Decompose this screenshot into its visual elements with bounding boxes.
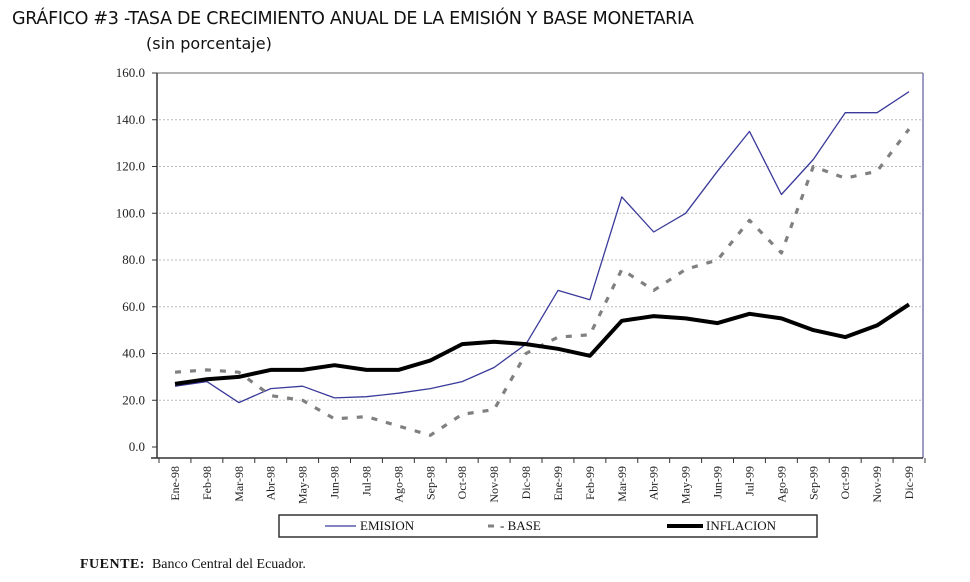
series-line-emision <box>174 91 910 404</box>
gridlines <box>159 119 921 401</box>
x-tick-label: Oct-99 <box>838 466 852 499</box>
x-tick-label: Mar-98 <box>232 466 246 502</box>
source-label: FUENTE: <box>80 557 145 572</box>
source-text: Banco Central del Ecuador. <box>151 557 306 572</box>
x-tick-label: Feb-98 <box>200 466 214 500</box>
legend-label-base: - BASE <box>500 518 541 533</box>
y-tick-label: 20.0 <box>122 392 145 407</box>
x-tick-label: Abr-99 <box>647 466 661 500</box>
axes <box>151 72 924 459</box>
y-axis-ticks: 0.0 20.0 40.0 60.0 80.0 100.0 120.0 140.0 160.0 <box>116 65 157 454</box>
x-axis-ticks: Ene-98 Feb-98 Mar-98 Abr-98 May-98 Jun-98 Jul-… <box>158 458 926 504</box>
x-tick-label: May-98 <box>296 466 310 504</box>
x-tick-label: Jun-98 <box>328 466 342 499</box>
x-tick-label: Abr-98 <box>264 466 278 500</box>
y-tick-label: 60.0 <box>122 299 145 314</box>
y-tick-label: 40.0 <box>122 346 145 361</box>
series-lines <box>174 91 911 437</box>
legend-label-inflacion: INFLACION <box>706 518 777 533</box>
x-tick-label: Sep-99 <box>806 466 820 500</box>
y-tick-label: 160.0 <box>116 65 145 80</box>
x-tick-label: Nov-98 <box>487 466 501 503</box>
legend: EMISION - BASE INFLACION <box>278 514 818 538</box>
y-tick-label: 120.0 <box>116 159 145 174</box>
x-tick-label: Oct-98 <box>455 466 469 499</box>
chart-title: GRÁFICO #3 -TASA DE CRECIMIENTO ANUAL DE… <box>12 9 694 29</box>
x-tick-label: May-99 <box>679 466 693 504</box>
x-tick-label: Jul-98 <box>359 466 373 496</box>
x-tick-label: Jun-99 <box>711 466 725 499</box>
x-tick-label: Ago-98 <box>391 466 405 503</box>
y-tick-label: 140.0 <box>116 112 145 127</box>
x-tick-label: Dic-99 <box>902 466 916 499</box>
x-tick-label: Nov-99 <box>870 466 884 503</box>
x-tick-label: Sep-98 <box>423 466 437 500</box>
x-tick-label: Jul-99 <box>742 466 756 496</box>
series-line-inflacion <box>174 302 911 386</box>
y-tick-label: 80.0 <box>122 252 145 267</box>
y-tick-label: 100.0 <box>116 205 145 220</box>
y-tick-label: 0.0 <box>129 439 145 454</box>
x-tick-label: Feb-99 <box>583 466 597 500</box>
x-tick-label: Ene-98 <box>168 466 182 501</box>
legend-label-emision: EMISION <box>360 518 415 533</box>
x-tick-label: Dic-98 <box>519 466 533 499</box>
x-tick-label: Ago-99 <box>774 466 788 503</box>
x-tick-label: Ene-99 <box>551 466 565 501</box>
source-note: FUENTE: Banco Central del Ecuador. <box>80 557 306 573</box>
x-tick-label: Mar-99 <box>615 466 629 502</box>
legend-box <box>278 514 818 538</box>
chart-subtitle: (sin porcentaje) <box>146 34 272 53</box>
